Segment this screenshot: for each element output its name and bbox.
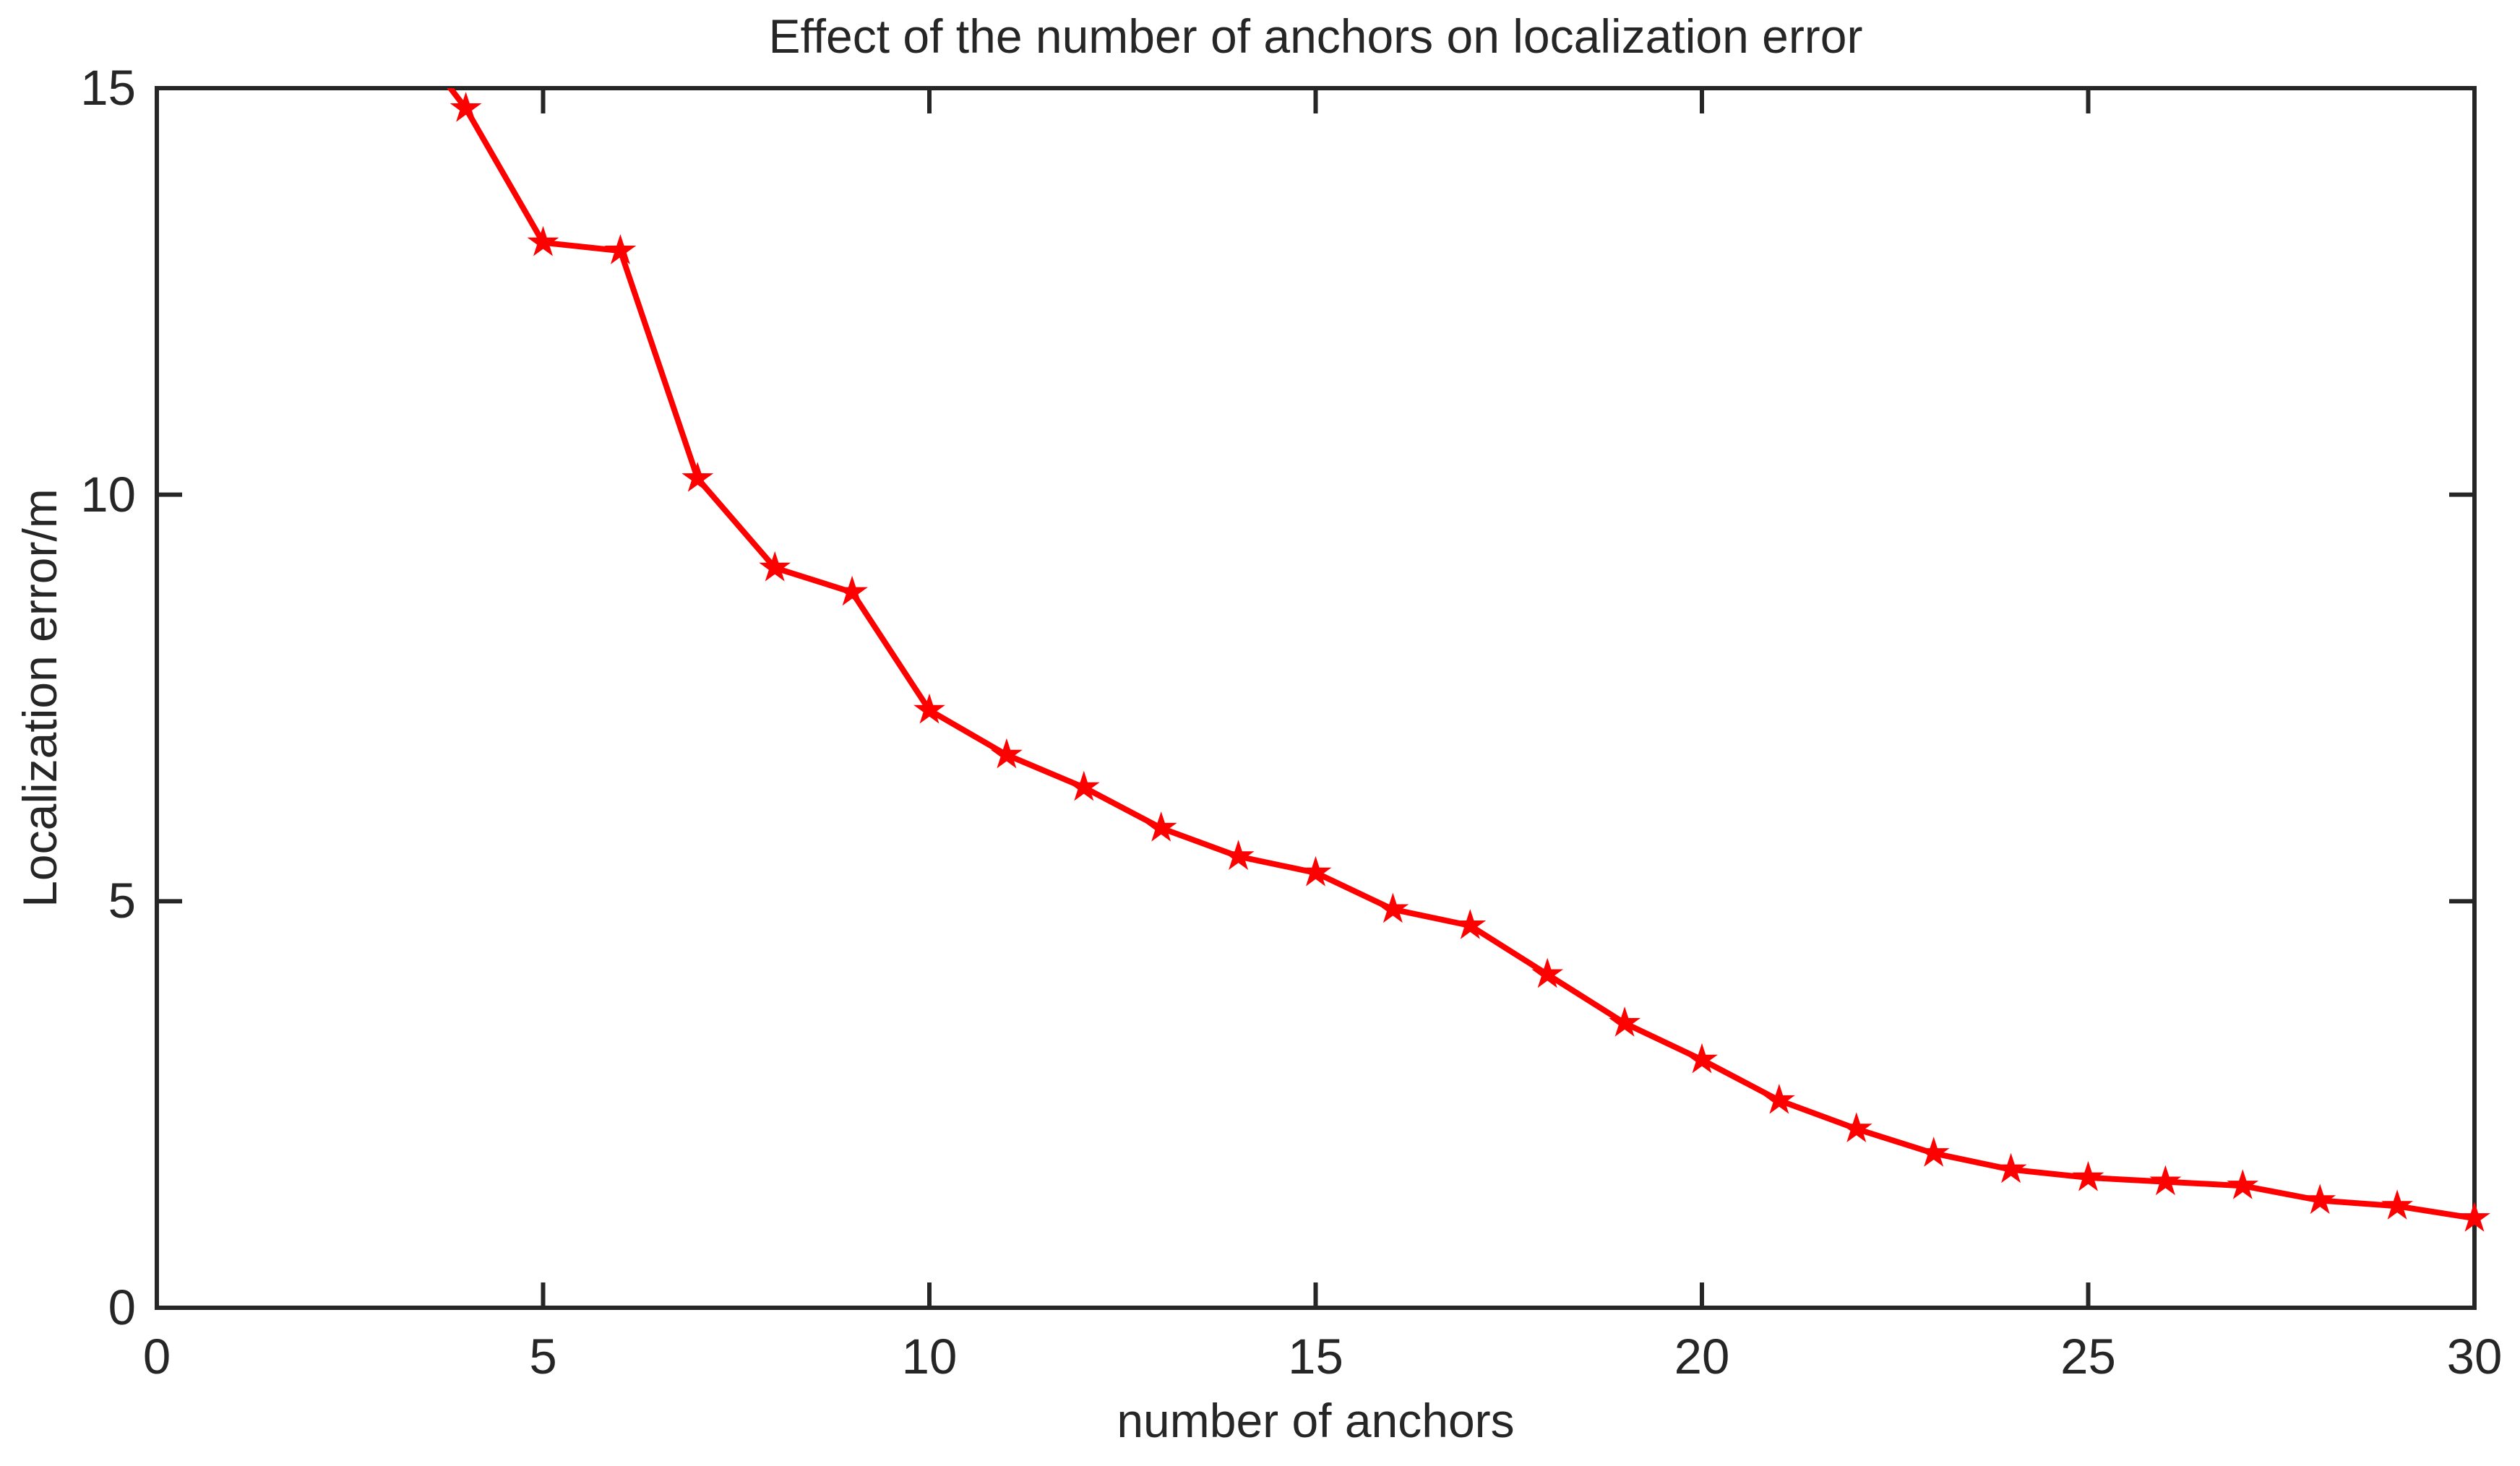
data-point-marker <box>2227 1169 2259 1199</box>
x-tick-label: 10 <box>901 1329 958 1384</box>
data-point-marker <box>1686 1043 1718 1074</box>
y-tick-label: 10 <box>80 466 136 522</box>
x-tick-label: 30 <box>2446 1329 2503 1384</box>
y-tick-label: 0 <box>108 1280 136 1335</box>
data-point-marker <box>759 551 791 582</box>
x-tick-label: 5 <box>529 1329 557 1384</box>
x-tick-label: 0 <box>142 1329 171 1384</box>
data-point-marker <box>604 234 637 264</box>
x-tick-label: 25 <box>2060 1329 2116 1384</box>
data-point-marker <box>1377 892 1409 923</box>
data-point-marker <box>2304 1183 2336 1215</box>
data-point-marker <box>1067 770 1100 801</box>
data-point-marker <box>2072 1160 2104 1191</box>
series-line-group <box>447 88 2474 1222</box>
data-point-marker <box>1222 840 1255 870</box>
data-point-marker <box>527 225 559 256</box>
data-point-marker <box>1299 855 1332 887</box>
y-tick-label: 5 <box>108 873 136 929</box>
data-point-marker <box>1454 909 1487 939</box>
chart-title: Effect of the number of anchors on local… <box>768 9 1863 63</box>
data-point-marker <box>991 738 1023 769</box>
data-point-marker <box>913 693 945 724</box>
series-polyline <box>447 88 2474 1222</box>
data-point-marker <box>1917 1137 1950 1167</box>
x-tick-label: 20 <box>1674 1329 1730 1384</box>
y-tick-label: 15 <box>80 60 136 116</box>
data-point-marker <box>2381 1189 2413 1220</box>
data-point-marker <box>1840 1112 1872 1142</box>
data-point-marker <box>681 462 714 492</box>
data-point-marker <box>1995 1152 2027 1183</box>
data-point-marker <box>2459 1202 2490 1232</box>
data-point-marker <box>1609 1006 1640 1037</box>
x-axis-label: number of anchors <box>1117 1394 1515 1447</box>
data-point-marker <box>836 575 868 606</box>
data-point-marker <box>1763 1084 1795 1114</box>
plot-frame <box>155 86 2477 1310</box>
y-axis-label: Localization error/m <box>13 488 66 907</box>
x-tick-label: 15 <box>1288 1329 1343 1384</box>
series-marker-group <box>450 92 2490 1232</box>
data-point-marker <box>450 92 482 122</box>
data-point-marker <box>2149 1165 2182 1196</box>
data-point-marker <box>1531 957 1564 988</box>
data-point-marker <box>1145 811 1177 842</box>
